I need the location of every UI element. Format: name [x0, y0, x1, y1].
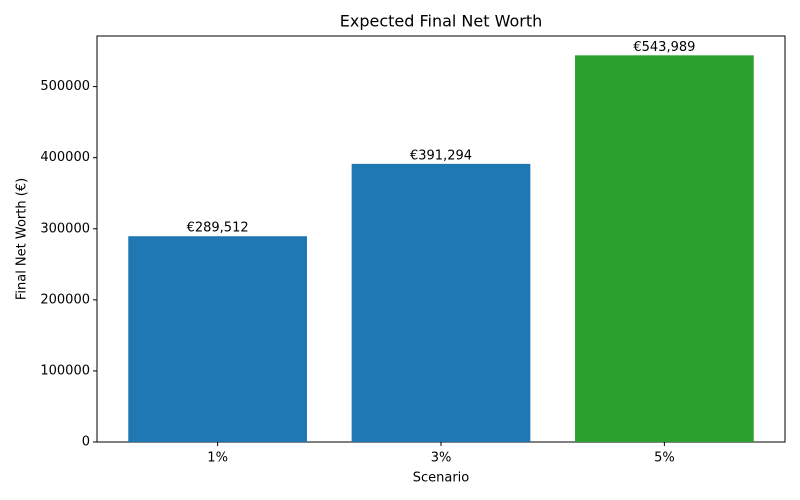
x-tick-label: 1%	[207, 451, 228, 466]
y-tick-label: 500000	[40, 79, 90, 94]
y-tick-label: 400000	[40, 150, 90, 165]
y-tick-label: 100000	[40, 363, 90, 378]
y-tick-label: 0	[82, 435, 90, 450]
y-tick-label: 200000	[40, 292, 90, 307]
value-label: €391,294	[410, 148, 472, 163]
bar	[575, 55, 754, 442]
y-tick-label: 300000	[40, 221, 90, 236]
x-axis-label: Scenario	[413, 471, 470, 486]
y-axis-label: Final Net Worth (€)	[15, 178, 30, 300]
value-label: €543,989	[633, 40, 695, 55]
value-label: €289,512	[187, 221, 249, 236]
x-tick-label: 3%	[431, 451, 452, 466]
bar	[128, 236, 307, 442]
x-tick-label: 5%	[654, 451, 675, 466]
chart-title: Expected Final Net Worth	[340, 12, 543, 31]
bar	[351, 163, 531, 442]
